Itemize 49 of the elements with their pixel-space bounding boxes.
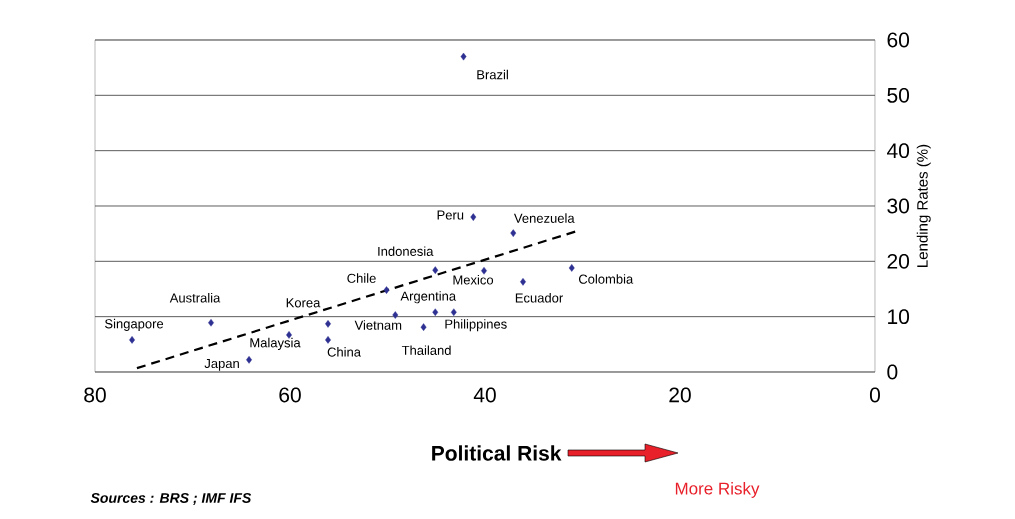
annotation: Philippines xyxy=(445,319,507,332)
annotation: Ecuador xyxy=(515,293,563,303)
annotation: Singapore xyxy=(105,318,164,331)
point xyxy=(460,52,467,61)
annotation: Vietnam xyxy=(354,320,402,330)
annotation: Australia xyxy=(169,292,221,303)
point xyxy=(510,229,517,237)
point xyxy=(246,356,252,364)
annotation: Brazil xyxy=(477,69,508,80)
point xyxy=(470,213,477,221)
x-axis-title: Political Risk xyxy=(432,445,562,461)
annotation: China xyxy=(327,347,361,357)
x-tick-label: 20 xyxy=(669,387,691,403)
point xyxy=(129,336,135,344)
annotation: Indonesia xyxy=(378,246,434,256)
x-tick-label: 80 xyxy=(84,387,106,403)
point xyxy=(325,336,331,344)
y-tick-label: 0 xyxy=(887,364,898,380)
x-tick-label: 40 xyxy=(473,387,496,403)
annotation: Malaysia xyxy=(250,337,301,350)
annotation: Argentina xyxy=(400,291,457,304)
point xyxy=(568,264,575,272)
point xyxy=(325,320,331,328)
annotation: Peru xyxy=(437,210,464,220)
annotation: Japan xyxy=(204,359,239,371)
y-tick-label: 40 xyxy=(887,143,910,159)
source-note: Sources : BRS ; IMF IFS xyxy=(90,493,252,505)
annotation: Thailand xyxy=(401,345,451,355)
y-tick-label: 10 xyxy=(888,309,910,325)
point xyxy=(432,266,439,274)
y-tick-label: 20 xyxy=(887,253,910,269)
x-tick-label: 0 xyxy=(869,387,880,403)
point xyxy=(520,278,526,286)
y-tick-label: 60 xyxy=(887,32,910,48)
point xyxy=(450,308,457,317)
text: More Risky xyxy=(675,482,760,498)
y-axis-title: Lending Rates (%) xyxy=(916,144,931,267)
point xyxy=(420,323,427,331)
point xyxy=(392,311,399,319)
annotation: Mexico xyxy=(453,274,494,285)
y-tick-label: 50 xyxy=(887,87,910,103)
annotation: Chile xyxy=(347,273,376,283)
point xyxy=(383,286,390,294)
point xyxy=(432,308,439,317)
annotation: Korea xyxy=(286,298,321,308)
y-tick-label: 30 xyxy=(887,198,910,214)
annotation: Colombia xyxy=(578,274,634,284)
x-tick-label: 60 xyxy=(279,387,301,403)
annotation: Venezuela xyxy=(513,213,575,223)
